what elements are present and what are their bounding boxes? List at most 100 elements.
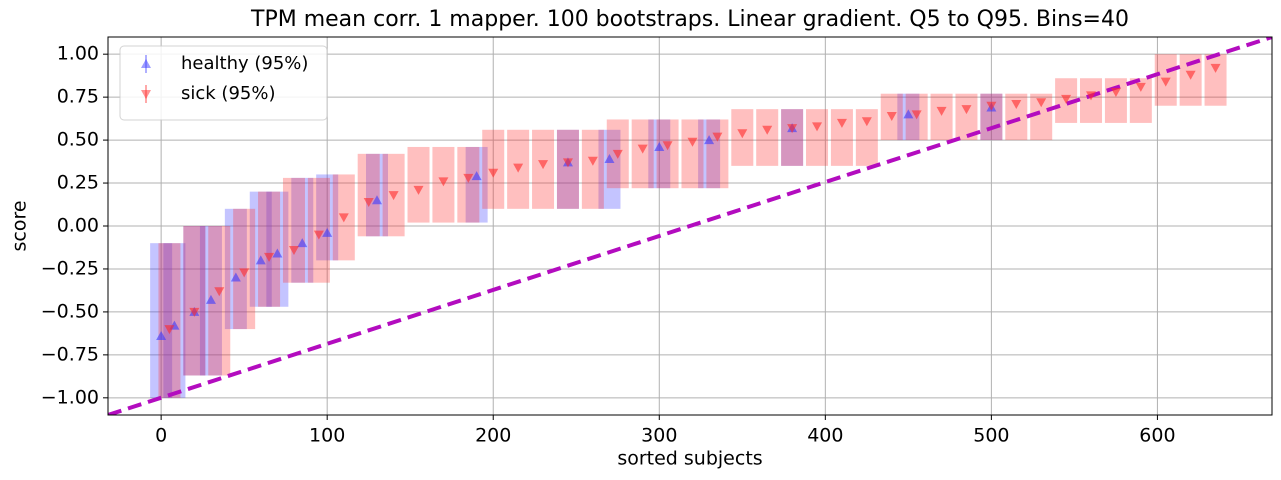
error-bar [258,191,281,307]
x-tick-label: 200 [475,425,511,447]
y-tick-label: −0.25 [41,257,99,279]
data-point [704,135,715,145]
data-point [513,163,524,173]
y-tick-label: −1.00 [41,386,99,408]
data-point [787,124,798,134]
x-tick-label: 0 [155,425,167,447]
data-point [654,141,665,151]
data-point [463,173,474,183]
data-point [961,105,972,115]
chart-title: TPM mean corr. 1 mapper. 100 bootstraps.… [250,7,1129,32]
error-bar [598,129,621,209]
error-bar [1179,54,1202,106]
error-bar [1080,78,1103,123]
y-tick-label: −0.75 [41,343,99,365]
error-bar [980,93,1003,141]
error-bar [249,191,272,307]
x-tick-label: 100 [309,425,345,447]
error-bar [532,129,555,209]
error-bar [756,109,779,166]
data-point [156,330,167,340]
x-tick-label: 600 [1139,425,1175,447]
data-point [886,112,897,122]
x-axis-label: sorted subjects [617,448,762,470]
error-bar [158,243,181,398]
y-axis-label: score [9,200,31,251]
error-bar [316,174,339,261]
data-point [587,156,598,166]
data-point [986,101,997,111]
data-point [737,129,748,139]
data-point [388,191,399,201]
data-point [1086,91,1097,101]
error-bar [781,109,804,166]
data-point [662,141,673,151]
data-point [164,325,175,335]
error-bar [706,119,729,189]
error-bar [631,119,654,189]
data-point [911,110,922,120]
data-point [812,122,823,132]
error-bar [980,93,1003,141]
data-point [338,213,349,223]
data-point [264,252,275,262]
legend-label: healthy (95%) [181,53,308,74]
data-point [562,158,573,168]
error-bar [407,146,430,223]
error-bar [163,243,186,398]
legend-marker [141,59,151,68]
error-bar [457,146,480,223]
data-point [1135,82,1146,92]
y-tick-label: 0.00 [57,215,99,237]
data-point [471,171,482,181]
x-tick-label: 400 [807,425,843,447]
data-point [189,307,200,317]
data-point [288,246,299,256]
data-point [712,132,723,142]
data-point [438,177,449,187]
data-point [255,255,266,265]
error-bar [806,109,829,166]
legend-marker [141,90,151,99]
data-point [297,238,308,248]
data-point [488,168,499,178]
error-bar [1030,93,1053,141]
data-point [272,248,283,258]
y-tick-label: 0.50 [57,129,99,151]
plot-area [108,37,1272,415]
y-tick-label: −0.50 [41,300,99,322]
data-point [205,294,216,304]
reference-line [108,37,1272,415]
error-bar [224,208,247,330]
data-point [687,137,698,147]
data-point [313,230,324,240]
data-point [239,268,250,278]
data-point [762,125,773,135]
error-bar [955,93,978,141]
data-point [1036,98,1047,108]
data-point [936,106,947,116]
error-bar [183,226,206,376]
error-bar [365,153,388,237]
x-tick-label: 500 [973,425,1009,447]
data-point [604,153,615,163]
error-bar [781,109,804,166]
error-bar [282,177,305,283]
data-point [322,227,333,237]
error-bar [1129,78,1152,123]
error-bar [150,243,173,398]
data-point [363,197,374,207]
data-point [413,185,424,195]
data-point [1210,63,1221,73]
error-bar [581,129,604,209]
legend-label: sick (95%) [181,83,275,104]
data-point [861,117,872,127]
error-bar [183,226,206,376]
error-bar [465,146,488,223]
error-bar [656,119,679,189]
error-bar [208,226,231,376]
data-point [836,118,847,128]
y-tick-label: 0.25 [57,172,99,194]
data-point [1061,94,1072,104]
